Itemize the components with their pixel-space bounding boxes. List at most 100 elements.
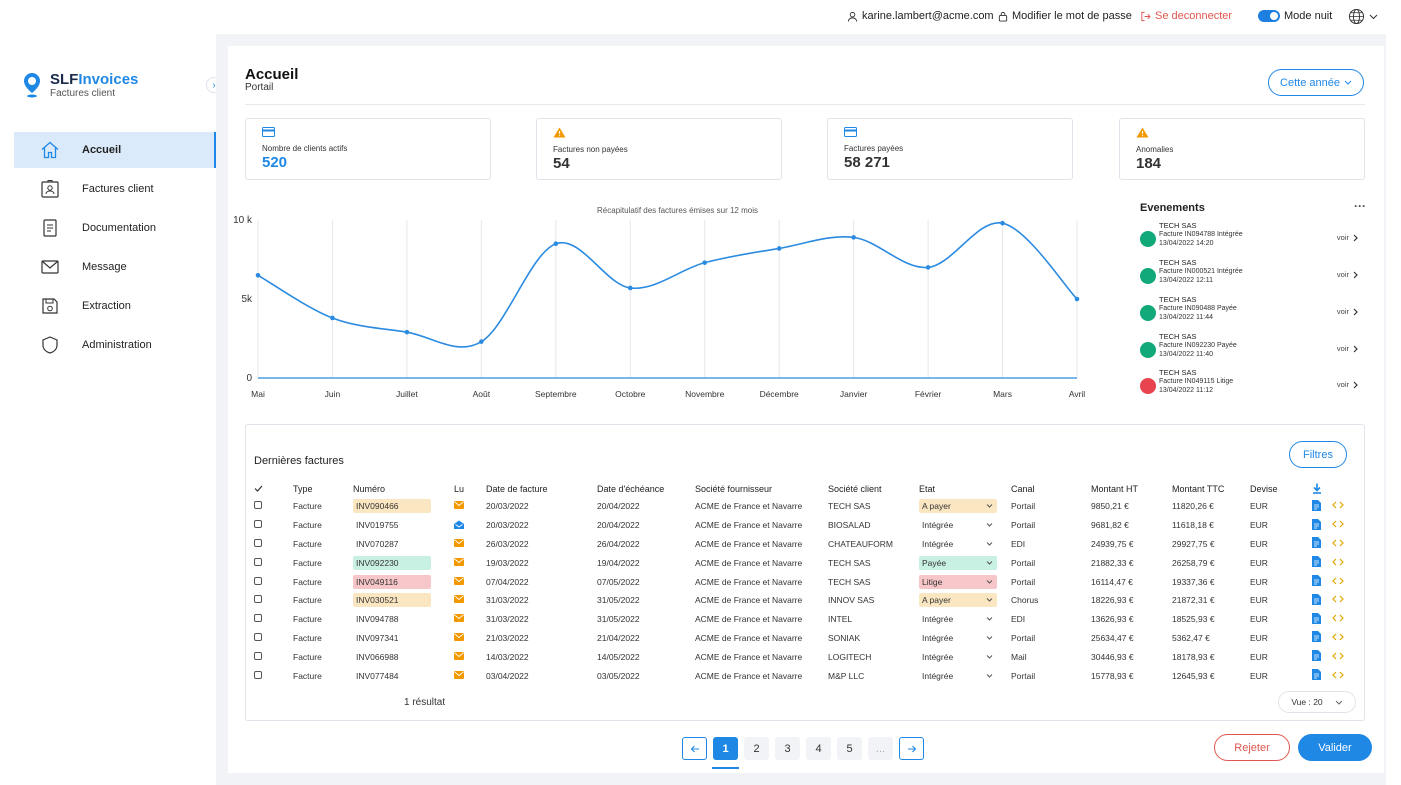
invoice-number[interactable]: INV077484 (356, 670, 399, 681)
change-password-link[interactable]: Modifier le mot de passe (998, 10, 1132, 22)
table-row[interactable]: Facture INV077484 03/04/2022 03/05/2022 ACME… (254, 666, 1352, 685)
sidebar-item-message[interactable]: Message (14, 249, 216, 285)
column-header[interactable]: Lu (454, 484, 465, 494)
prev-page-button[interactable] (682, 737, 707, 760)
view-xml-cell[interactable] (1332, 647, 1352, 666)
sidebar-item-accueil[interactable]: Accueil (14, 132, 216, 168)
sidebar-item-documentation[interactable]: Documentation (14, 210, 216, 246)
view-xml-cell[interactable] (1332, 629, 1352, 648)
download-pdf-cell[interactable] (1312, 610, 1332, 629)
view-xml-cell[interactable] (1332, 610, 1352, 629)
column-header[interactable]: Numéro (353, 484, 386, 494)
event-view-link[interactable]: voir (1337, 270, 1358, 279)
state-select[interactable]: Intégrée (919, 650, 997, 664)
table-row[interactable]: Facture INV097341 21/03/2022 21/04/2022 ACME… (254, 629, 1352, 648)
invoice-number[interactable]: INV070287 (356, 538, 399, 549)
invoice-number[interactable]: INV030521 (353, 593, 431, 608)
state-select[interactable]: A payer (919, 593, 997, 608)
download-pdf-cell[interactable] (1312, 666, 1332, 685)
view-xml-cell[interactable] (1332, 666, 1352, 685)
row-checkbox[interactable] (254, 632, 262, 641)
table-row[interactable]: Facture INV030521 31/03/2022 31/05/2022 ACME… (254, 591, 1352, 610)
filters-button[interactable]: Filtres (1289, 441, 1347, 468)
language-selector[interactable] (1348, 8, 1378, 25)
column-header[interactable]: Date de facture (486, 484, 548, 494)
event-view-link[interactable]: voir (1337, 380, 1358, 389)
column-header[interactable]: Montant HT (1091, 484, 1139, 494)
invoice-number[interactable]: INV097341 (356, 632, 399, 643)
download-pdf-cell[interactable] (1312, 647, 1332, 666)
page-button[interactable]: 4 (806, 737, 831, 760)
page-button[interactable]: 2 (744, 737, 769, 760)
sidebar-item-extraction[interactable]: Extraction (14, 288, 216, 324)
reject-button[interactable]: Rejeter (1214, 734, 1290, 761)
column-header[interactable]: Société client (828, 484, 882, 494)
row-checkbox[interactable] (254, 576, 262, 585)
invoice-number[interactable]: INV019755 (356, 520, 399, 531)
download-pdf-cell[interactable] (1312, 591, 1332, 610)
download-pdf-cell[interactable] (1312, 516, 1332, 535)
row-checkbox[interactable] (254, 538, 262, 547)
sidebar-item-administration[interactable]: Administration (14, 327, 216, 363)
table-row[interactable]: Facture INV066988 14/03/2022 14/05/2022 ACME… (254, 647, 1352, 666)
invoice-number[interactable]: INV094788 (356, 614, 399, 625)
download-pdf-cell[interactable] (1312, 553, 1332, 572)
download-pdf-cell[interactable] (1312, 497, 1332, 516)
state-select[interactable]: Intégrée (919, 669, 997, 683)
table-row[interactable]: Facture INV092230 19/03/2022 19/04/2022 ACME… (254, 553, 1352, 572)
table-row[interactable]: Facture INV090466 20/03/2022 20/04/2022 ACME… (254, 497, 1352, 516)
event-view-link[interactable]: voir (1337, 233, 1358, 242)
night-mode-toggle[interactable]: Mode nuit (1258, 10, 1332, 22)
state-select[interactable]: A payer (919, 499, 997, 514)
state-select[interactable]: Intégrée (919, 612, 997, 626)
column-header[interactable]: Société fournisseur (695, 484, 773, 494)
toggle-switch[interactable] (1258, 10, 1280, 22)
period-select-button[interactable]: Cette année (1268, 69, 1364, 96)
row-checkbox[interactable] (254, 595, 262, 604)
table-row[interactable]: Facture INV019755 20/03/2022 20/04/2022 ACME… (254, 516, 1352, 535)
download-pdf-cell[interactable] (1312, 535, 1332, 554)
row-checkbox[interactable] (254, 651, 262, 660)
validate-button[interactable]: Valider (1298, 734, 1372, 761)
view-xml-cell[interactable] (1332, 572, 1352, 591)
view-xml-cell[interactable] (1332, 497, 1352, 516)
more-options-icon[interactable]: ··· (1354, 199, 1366, 213)
state-select[interactable]: Intégrée (919, 518, 997, 532)
invoice-number[interactable]: INV090466 (353, 499, 431, 514)
row-checkbox[interactable] (254, 557, 262, 566)
invoice-number[interactable]: INV066988 (356, 651, 399, 662)
column-header[interactable]: Canal (1011, 484, 1035, 494)
page-button[interactable]: 5 (837, 737, 862, 760)
select-all-column[interactable] (254, 481, 293, 497)
view-xml-cell[interactable] (1332, 591, 1352, 610)
column-header[interactable]: Etat (919, 484, 936, 494)
page-button[interactable]: 3 (775, 737, 800, 760)
row-checkbox[interactable] (254, 614, 262, 623)
user-email-link[interactable]: karine.lambert@acme.com (847, 10, 994, 22)
row-checkbox[interactable] (254, 501, 262, 510)
page-button[interactable]: 1 (712, 737, 739, 769)
column-header[interactable]: Type (293, 484, 313, 494)
state-select[interactable]: Litige (919, 574, 997, 589)
column-header[interactable]: Montant TTC (1172, 484, 1225, 494)
invoice-number[interactable]: INV049116 (353, 574, 431, 589)
download-pdf-cell[interactable] (1312, 572, 1332, 591)
state-select[interactable]: Payée (919, 555, 997, 570)
column-header[interactable]: Date d'échéance (597, 484, 665, 494)
logout-link[interactable]: Se deconnecter (1140, 10, 1232, 22)
view-xml-cell[interactable] (1332, 535, 1352, 554)
sidebar-item-factures-client[interactable]: Factures client (14, 171, 216, 207)
page-size-select[interactable]: Vue : 20 (1278, 691, 1356, 713)
state-select[interactable]: Intégrée (919, 537, 997, 551)
download-all-column[interactable] (1312, 481, 1332, 497)
state-select[interactable]: Intégrée (919, 631, 997, 645)
table-row[interactable]: Facture INV094788 31/03/2022 31/05/2022 ACME… (254, 610, 1352, 629)
event-view-link[interactable]: voir (1337, 307, 1358, 316)
event-view-link[interactable]: voir (1337, 344, 1358, 353)
download-pdf-cell[interactable] (1312, 629, 1332, 648)
row-checkbox[interactable] (254, 670, 262, 679)
next-page-button[interactable] (899, 737, 924, 760)
table-row[interactable]: Facture INV070287 26/03/2022 26/04/2022 ACME… (254, 535, 1352, 554)
view-xml-cell[interactable] (1332, 553, 1352, 572)
row-checkbox[interactable] (254, 520, 262, 529)
